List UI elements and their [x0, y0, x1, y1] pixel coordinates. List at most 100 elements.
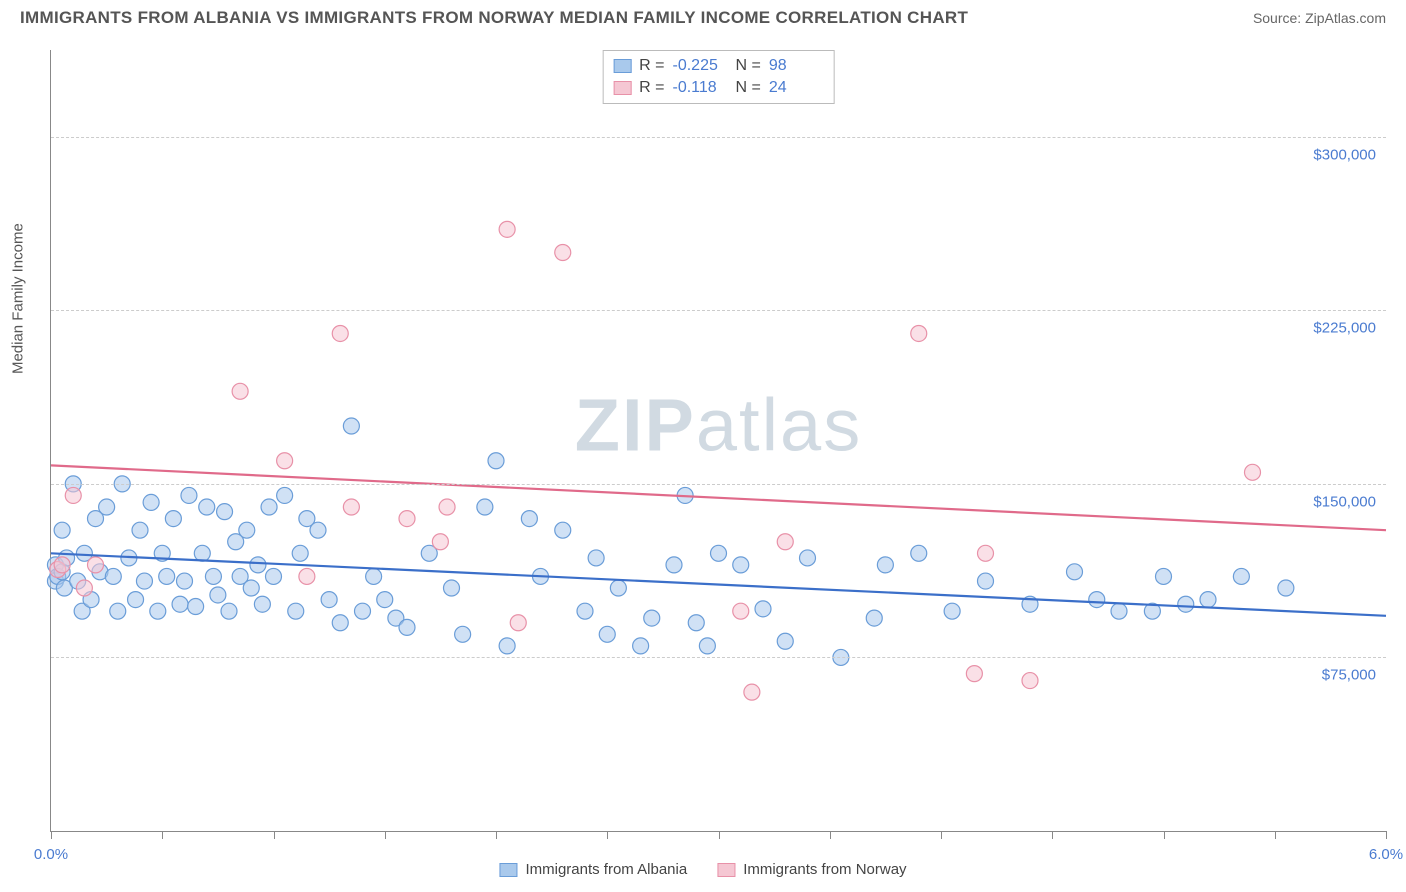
legend-item: Immigrants from Albania: [499, 861, 687, 878]
n-label: N =: [736, 79, 761, 97]
scatter-point: [399, 619, 415, 635]
stats-row: R =-0.118N =24: [613, 77, 824, 99]
scatter-point: [165, 511, 181, 527]
scatter-point: [266, 568, 282, 584]
x-tick: [607, 831, 608, 839]
scatter-point: [177, 573, 193, 589]
scatter-point: [699, 638, 715, 654]
x-tick: [941, 831, 942, 839]
scatter-point: [877, 557, 893, 573]
legend-swatch: [613, 81, 631, 95]
scatter-point: [432, 534, 448, 550]
scatter-point: [332, 615, 348, 631]
chart-container: Median Family Income ZIPatlas R =-0.225N…: [50, 50, 1386, 832]
scatter-point: [777, 534, 793, 550]
scatter-point: [555, 244, 571, 260]
scatter-point: [88, 557, 104, 573]
scatter-point: [1200, 592, 1216, 608]
y-tick-label: $225,000: [1313, 320, 1376, 337]
scatter-point: [110, 603, 126, 619]
scatter-point: [866, 610, 882, 626]
scatter-point: [978, 573, 994, 589]
y-tick-label: $150,000: [1313, 493, 1376, 510]
scatter-point: [1111, 603, 1127, 619]
gridline: [51, 657, 1386, 658]
header: IMMIGRANTS FROM ALBANIA VS IMMIGRANTS FR…: [0, 0, 1406, 32]
x-tick: [1275, 831, 1276, 839]
scatter-point: [733, 603, 749, 619]
scatter-point: [239, 522, 255, 538]
scatter-point: [733, 557, 749, 573]
x-tick: [719, 831, 720, 839]
scatter-point: [711, 545, 727, 561]
scatter-point: [599, 626, 615, 642]
n-label: N =: [736, 57, 761, 75]
scatter-point: [1245, 464, 1261, 480]
r-value: -0.225: [673, 57, 728, 75]
x-tick: [1164, 831, 1165, 839]
scatter-point: [1156, 568, 1172, 584]
scatter-point: [1178, 596, 1194, 612]
scatter-point: [1233, 568, 1249, 584]
scatter-point: [644, 610, 660, 626]
scatter-point: [666, 557, 682, 573]
scatter-point: [477, 499, 493, 515]
scatter-point: [577, 603, 593, 619]
legend-swatch: [717, 863, 735, 877]
scatter-point: [444, 580, 460, 596]
scatter-point: [1067, 564, 1083, 580]
scatter-point: [292, 545, 308, 561]
gridline: [51, 484, 1386, 485]
scatter-point: [254, 596, 270, 612]
gridline: [51, 310, 1386, 311]
scatter-point: [1022, 673, 1038, 689]
scatter-point: [321, 592, 337, 608]
x-tick: [162, 831, 163, 839]
legend-item: Immigrants from Norway: [717, 861, 906, 878]
scatter-point: [499, 638, 515, 654]
scatter-point: [181, 487, 197, 503]
scatter-point: [250, 557, 266, 573]
scatter-point: [1278, 580, 1294, 596]
trend-line: [51, 465, 1386, 530]
bottom-legend: Immigrants from Albania Immigrants from N…: [499, 861, 906, 878]
scatter-point: [610, 580, 626, 596]
scatter-point: [65, 487, 81, 503]
scatter-point: [136, 573, 152, 589]
chart-title: IMMIGRANTS FROM ALBANIA VS IMMIGRANTS FR…: [20, 8, 968, 28]
scatter-point: [205, 568, 221, 584]
x-tick-label: 0.0%: [34, 846, 68, 863]
scatter-point: [332, 325, 348, 341]
scatter-point: [217, 504, 233, 520]
scatter-point: [355, 603, 371, 619]
r-label: R =: [639, 79, 664, 97]
x-tick: [1386, 831, 1387, 839]
scatter-point: [221, 603, 237, 619]
scatter-point: [633, 638, 649, 654]
scatter-point: [132, 522, 148, 538]
legend-label: Immigrants from Norway: [743, 861, 906, 878]
scatter-point: [978, 545, 994, 561]
r-label: R =: [639, 57, 664, 75]
scatter-point: [555, 522, 571, 538]
scatter-point: [455, 626, 471, 642]
scatter-point: [199, 499, 215, 515]
scatter-point: [377, 592, 393, 608]
y-axis-title: Median Family Income: [10, 223, 27, 374]
scatter-point: [510, 615, 526, 631]
scatter-point: [911, 325, 927, 341]
y-tick-label: $75,000: [1322, 667, 1376, 684]
x-tick-label: 6.0%: [1369, 846, 1403, 863]
scatter-point: [54, 522, 70, 538]
scatter-point: [343, 418, 359, 434]
legend-label: Immigrants from Albania: [525, 861, 687, 878]
scatter-point: [172, 596, 188, 612]
legend-swatch: [499, 863, 517, 877]
scatter-point: [744, 684, 760, 700]
scatter-point: [210, 587, 226, 603]
stats-row: R =-0.225N =98: [613, 55, 824, 77]
scatter-point: [366, 568, 382, 584]
scatter-point: [800, 550, 816, 566]
scatter-point: [128, 592, 144, 608]
scatter-point: [150, 603, 166, 619]
